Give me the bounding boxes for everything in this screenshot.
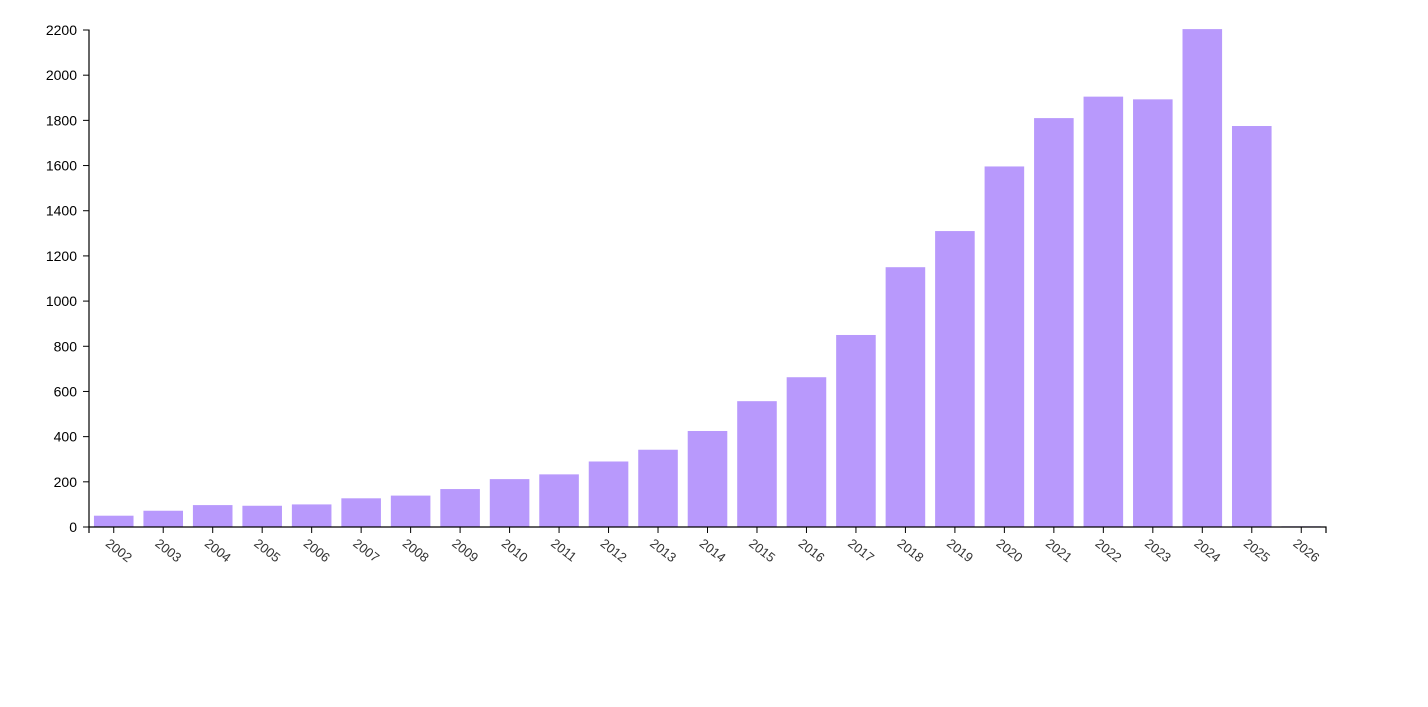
- bar-2019: [935, 231, 975, 527]
- y-tick-label-1000: 1000: [46, 293, 77, 309]
- x-tick-label-2026: 2026: [1290, 536, 1322, 566]
- bar-2007: [341, 498, 381, 527]
- x-tick-label-2006: 2006: [301, 536, 333, 566]
- x-tick-label-2015: 2015: [746, 536, 778, 566]
- y-axis: 0 200 400 600 800 1000 1200 1400 1600 1800 2000 220…: [46, 22, 90, 535]
- y-tick-label-1200: 1200: [46, 248, 77, 264]
- x-axis: 2002 2003 2004 2005 2006 2007 2008 2009 2010 2011…: [88, 526, 1327, 566]
- y-tick-label-400: 400: [54, 429, 78, 445]
- x-tick-label-2014: 2014: [697, 536, 729, 566]
- x-tick-label-2020: 2020: [994, 536, 1026, 566]
- bar-2020: [984, 166, 1025, 527]
- y-tick-label-1400: 1400: [46, 203, 77, 219]
- bar-2004: [192, 505, 233, 527]
- bar-2021: [1034, 118, 1074, 527]
- x-tick-label-2013: 2013: [647, 536, 679, 566]
- bar-2005: [242, 505, 282, 527]
- x-tick-label-2012: 2012: [598, 536, 630, 566]
- x-tick-label-2009: 2009: [449, 536, 481, 566]
- bar-2008: [390, 495, 431, 527]
- x-tick-label-2004: 2004: [202, 536, 234, 566]
- bar-2025: [1231, 126, 1272, 527]
- x-tick-label-2016: 2016: [796, 536, 828, 566]
- y-tick-label-2200: 2200: [46, 22, 77, 38]
- bar-2002: [93, 515, 134, 527]
- bar-2024: [1182, 29, 1223, 527]
- bar-2013: [638, 449, 678, 527]
- bars-group: [93, 29, 1322, 527]
- y-tick-label-800: 800: [54, 338, 78, 354]
- bar-2006: [291, 504, 332, 527]
- x-tick-label-2021: 2021: [1043, 536, 1075, 566]
- bar-2014: [687, 430, 728, 527]
- x-tick-label-2023: 2023: [1142, 536, 1174, 566]
- bar-2003: [143, 510, 184, 527]
- x-tick-label-2005: 2005: [251, 536, 283, 566]
- x-tick-label-2025: 2025: [1241, 536, 1273, 566]
- bar-2018: [885, 267, 926, 527]
- x-tick-label-2022: 2022: [1092, 536, 1124, 566]
- bar-2023: [1133, 99, 1173, 527]
- y-tick-label-2000: 2000: [46, 67, 77, 83]
- bar-2016: [786, 377, 827, 527]
- x-tick-label-2010: 2010: [499, 536, 531, 566]
- x-tick-label-2003: 2003: [152, 536, 184, 566]
- x-tick-label-2008: 2008: [400, 536, 432, 566]
- bar-2012: [588, 461, 629, 527]
- x-tick-label-2018: 2018: [895, 536, 927, 566]
- x-tick-label-2024: 2024: [1191, 536, 1223, 566]
- y-tick-label-0: 0: [69, 519, 77, 535]
- x-tick-label-2002: 2002: [103, 536, 135, 566]
- bar-2011: [539, 474, 579, 527]
- x-tick-label-2011: 2011: [548, 536, 579, 565]
- y-tick-label-600: 600: [54, 383, 78, 399]
- y-tick-label-200: 200: [54, 474, 78, 490]
- bar-2022: [1083, 96, 1124, 527]
- y-tick-label-1800: 1800: [46, 112, 77, 128]
- x-tick-label-2007: 2007: [350, 536, 382, 566]
- y-tick-label-1600: 1600: [46, 158, 77, 174]
- bar-2017: [836, 334, 876, 527]
- x-tick-label-2019: 2019: [944, 536, 976, 566]
- bar-2009: [440, 489, 480, 527]
- x-tick-label-2017: 2017: [845, 536, 877, 566]
- bar-2015: [737, 401, 777, 527]
- bar-2010: [489, 479, 530, 527]
